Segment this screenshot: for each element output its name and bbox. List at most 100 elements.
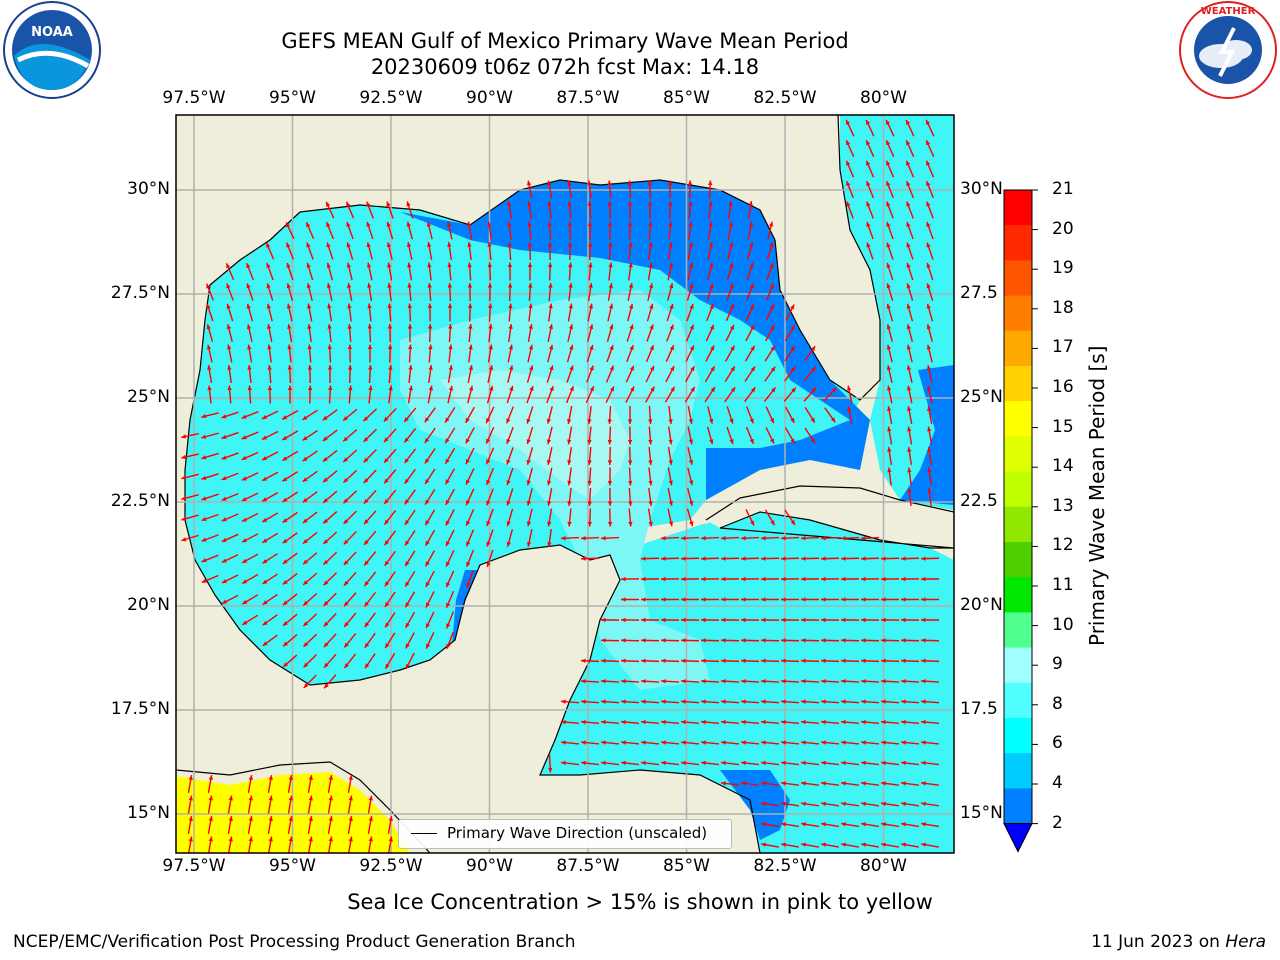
wave-direction-arrow — [342, 408, 358, 422]
colorbar-tick-label: 14 — [1052, 456, 1074, 477]
wave-direction-arrow — [900, 740, 920, 745]
wave-direction-arrow — [384, 652, 396, 670]
wave-direction-arrow — [648, 487, 653, 507]
wave-direction-arrow — [486, 488, 494, 506]
wave-direction-arrow — [343, 571, 357, 587]
wave-direction-arrow — [546, 406, 553, 424]
wave-direction-arrow — [780, 719, 800, 725]
wave-direction-arrow — [707, 221, 713, 240]
wave-direction-arrow — [766, 262, 774, 281]
wave-direction-arrow — [546, 447, 553, 465]
wave-direction-arrow — [840, 679, 860, 684]
colorbar-segment — [1004, 788, 1032, 825]
wave-direction-arrow — [546, 467, 553, 486]
wave-direction-arrow — [820, 617, 840, 623]
wave-direction-arrow — [560, 536, 580, 541]
wave-direction-arrow — [580, 719, 600, 725]
wave-direction-arrow — [486, 529, 494, 547]
wave-direction-arrow — [226, 324, 233, 342]
wave-direction-arrow — [880, 740, 900, 745]
wave-direction-arrow — [926, 303, 934, 322]
wave-direction-arrow — [427, 385, 433, 404]
wave-direction-arrow — [425, 591, 435, 608]
wave-direction-arrow — [427, 262, 432, 281]
wave-direction-arrow — [363, 449, 377, 463]
wave-direction-arrow — [387, 836, 393, 853]
wave-direction-arrow — [343, 612, 357, 628]
legend-label: Primary Wave Direction (unscaled) — [447, 824, 708, 842]
wave-direction-arrow — [247, 364, 252, 384]
wave-direction-arrow — [386, 242, 393, 260]
wave-direction-arrow — [425, 611, 435, 629]
wave-direction-arrow — [765, 304, 775, 321]
wave-direction-arrow — [488, 303, 493, 322]
wave-direction-arrow — [428, 364, 433, 384]
wave-direction-arrow — [687, 262, 694, 281]
wave-direction-arrow — [680, 679, 700, 684]
wave-direction-arrow — [880, 760, 900, 766]
wave-direction-arrow — [587, 200, 592, 220]
wave-direction-arrow — [487, 262, 492, 281]
wave-direction-arrow — [527, 221, 532, 240]
wave-direction-arrow — [363, 510, 377, 525]
wave-direction-arrow — [647, 262, 653, 281]
wave-direction-arrow — [921, 842, 939, 848]
colorbar-segment — [1004, 401, 1032, 437]
wave-direction-arrow — [783, 387, 797, 402]
wave-direction-arrow — [467, 282, 473, 302]
wave-direction-arrow — [747, 201, 753, 219]
wave-direction-arrow — [740, 699, 760, 704]
wave-direction-arrow — [804, 407, 816, 423]
wave-direction-arrow — [800, 658, 820, 663]
wave-direction-arrow — [824, 407, 836, 423]
wave-direction-arrow — [665, 365, 675, 383]
colorbar-segment — [1004, 612, 1032, 649]
wave-direction-arrow — [847, 406, 853, 424]
wave-direction-arrow — [680, 556, 700, 561]
wave-direction-arrow — [667, 447, 673, 465]
wave-direction-arrow — [627, 446, 633, 466]
wave-direction-arrow — [865, 180, 875, 199]
wave-direction-arrow — [800, 576, 820, 582]
wave-direction-arrow — [861, 842, 879, 848]
wave-direction-arrow — [201, 432, 219, 439]
wave-direction-arrow — [860, 658, 880, 663]
latitude-tick-label: 30°N — [127, 179, 170, 199]
wave-direction-arrow — [627, 405, 633, 425]
wave-direction-arrow — [666, 324, 674, 342]
wave-direction-arrow — [326, 283, 333, 301]
wave-direction-arrow — [247, 816, 253, 834]
wave-direction-arrow — [781, 822, 799, 828]
wave-direction-arrow — [700, 658, 720, 663]
wave-direction-arrow — [261, 430, 279, 441]
wave-direction-arrow — [800, 760, 820, 766]
wave-direction-arrow — [920, 576, 940, 582]
wave-direction-arrow — [906, 221, 914, 240]
colorbar-tick-label: 21 — [1052, 179, 1074, 199]
wave-direction-arrow — [607, 180, 612, 199]
wave-direction-arrow — [727, 242, 734, 260]
wave-direction-arrow — [343, 551, 357, 566]
longitude-tick-label: 92.5°W — [359, 88, 423, 108]
wave-direction-arrow — [221, 513, 239, 522]
wave-direction-arrow — [302, 572, 318, 586]
wave-direction-arrow — [720, 699, 740, 704]
wave-direction-arrow — [527, 324, 533, 342]
wave-direction-arrow — [287, 836, 293, 853]
wave-direction-arrow — [740, 556, 760, 561]
wave-direction-arrow — [680, 536, 700, 541]
wave-direction-arrow — [580, 556, 600, 561]
wave-direction-arrow — [384, 571, 396, 587]
wave-direction-arrow — [363, 489, 377, 505]
wave-direction-arrow — [342, 429, 358, 442]
wave-direction-arrow — [387, 282, 392, 302]
wave-direction-arrow — [600, 699, 620, 704]
wave-direction-arrow — [667, 241, 673, 261]
wave-direction-arrow — [207, 816, 213, 834]
wave-direction-arrow — [247, 795, 253, 814]
wave-direction-arrow — [840, 801, 860, 807]
wave-direction-arrow — [527, 262, 533, 281]
wave-direction-arrow — [587, 221, 593, 240]
wave-direction-arrow — [686, 508, 694, 527]
wave-direction-arrow — [660, 597, 680, 602]
